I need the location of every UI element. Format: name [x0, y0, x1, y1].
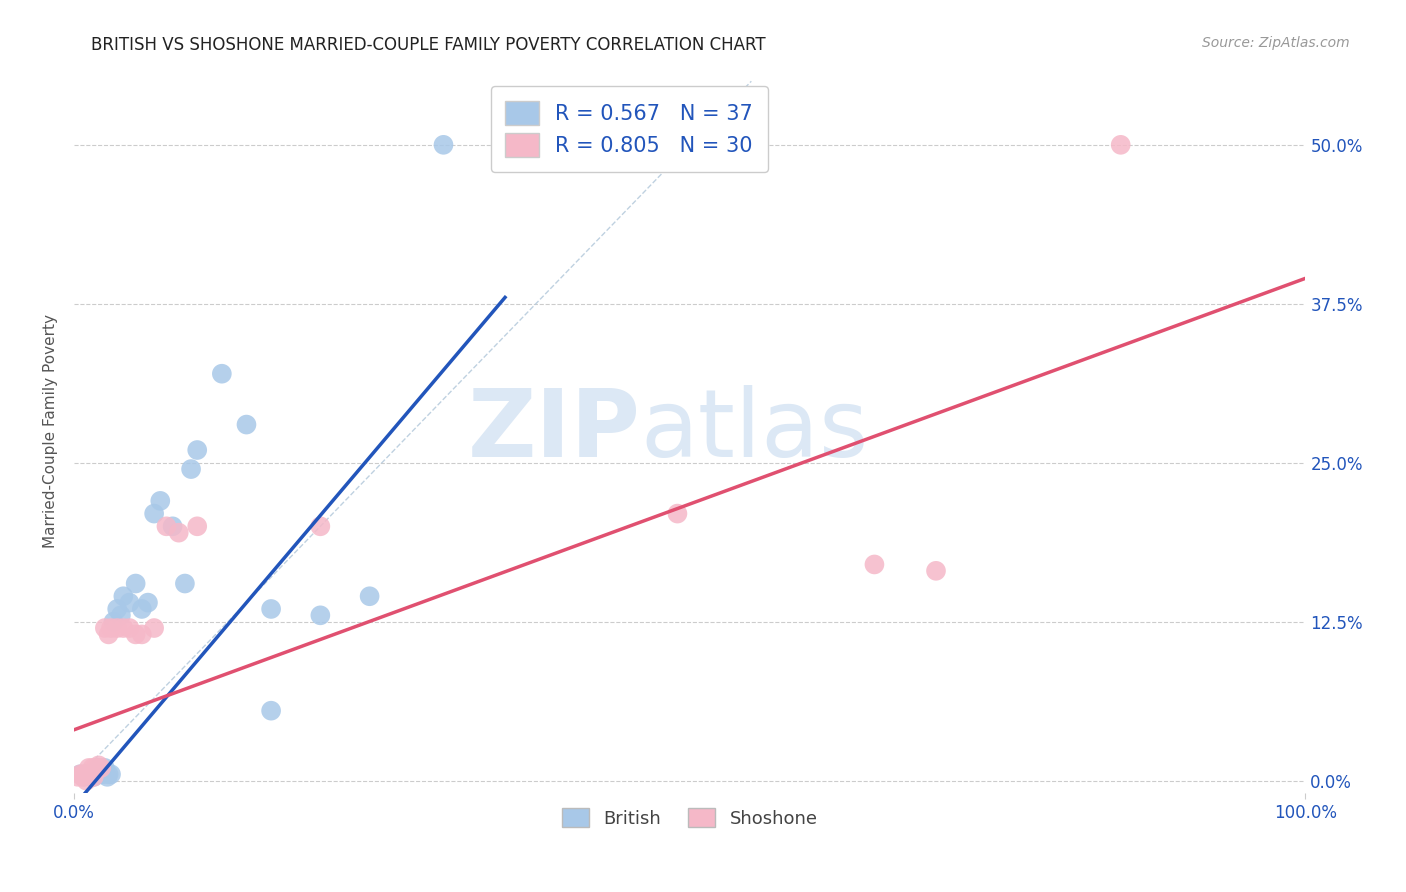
- Text: atlas: atlas: [641, 385, 869, 477]
- Point: [75, 767, 97, 781]
- Point: [110, 608, 132, 623]
- Point: [105, 621, 128, 635]
- Point: [143, 621, 166, 635]
- Point: [82, 761, 104, 775]
- Point: [97, 627, 120, 641]
- Point: [136, 596, 159, 610]
- Point: [162, 519, 184, 533]
- Point: [309, 519, 332, 533]
- Point: [79, 767, 101, 781]
- Point: [260, 602, 283, 616]
- Point: [83, 770, 105, 784]
- Point: [75, 773, 97, 788]
- Point: [118, 621, 141, 635]
- Point: [359, 589, 381, 603]
- Point: [94, 621, 117, 635]
- Point: [666, 507, 689, 521]
- Point: [87, 758, 110, 772]
- Point: [309, 608, 332, 623]
- Point: [167, 525, 190, 540]
- Point: [87, 761, 110, 775]
- Point: [260, 704, 283, 718]
- Point: [69, 767, 91, 781]
- Point: [94, 761, 117, 775]
- Point: [131, 627, 153, 641]
- Point: [90, 761, 112, 775]
- Point: [124, 576, 146, 591]
- Point: [87, 767, 110, 781]
- Point: [432, 137, 454, 152]
- Point: [112, 621, 135, 635]
- Point: [77, 767, 100, 781]
- Point: [131, 602, 153, 616]
- Point: [143, 507, 166, 521]
- Point: [925, 564, 948, 578]
- Point: [69, 767, 91, 781]
- Point: [863, 558, 886, 572]
- Point: [124, 627, 146, 641]
- Legend: British, Shoshone: British, Shoshone: [554, 801, 825, 835]
- Point: [100, 767, 122, 781]
- Point: [84, 761, 107, 775]
- Point: [77, 761, 100, 775]
- Point: [174, 576, 197, 591]
- Point: [73, 767, 96, 781]
- Text: ZIP: ZIP: [468, 385, 641, 477]
- Text: BRITISH VS SHOSHONE MARRIED-COUPLE FAMILY POVERTY CORRELATION CHART: BRITISH VS SHOSHONE MARRIED-COUPLE FAMIL…: [91, 36, 766, 54]
- Point: [186, 519, 208, 533]
- Point: [112, 589, 135, 603]
- Point: [149, 494, 172, 508]
- Y-axis label: Married-Couple Family Poverty: Married-Couple Family Poverty: [44, 314, 58, 548]
- Point: [155, 519, 177, 533]
- Point: [90, 767, 112, 781]
- Point: [80, 770, 103, 784]
- Point: [83, 770, 105, 784]
- Point: [103, 615, 125, 629]
- Point: [105, 602, 128, 616]
- Point: [97, 767, 120, 781]
- Point: [82, 767, 104, 781]
- Point: [1109, 137, 1132, 152]
- Point: [180, 462, 202, 476]
- Point: [100, 621, 122, 635]
- Point: [186, 442, 208, 457]
- Point: [118, 596, 141, 610]
- Point: [84, 767, 107, 781]
- Text: Source: ZipAtlas.com: Source: ZipAtlas.com: [1202, 36, 1350, 50]
- Point: [66, 770, 89, 784]
- Point: [75, 767, 97, 781]
- Point: [96, 770, 118, 784]
- Point: [73, 770, 96, 784]
- Point: [235, 417, 257, 432]
- Point: [72, 770, 94, 784]
- Point: [211, 367, 233, 381]
- Point: [91, 767, 114, 781]
